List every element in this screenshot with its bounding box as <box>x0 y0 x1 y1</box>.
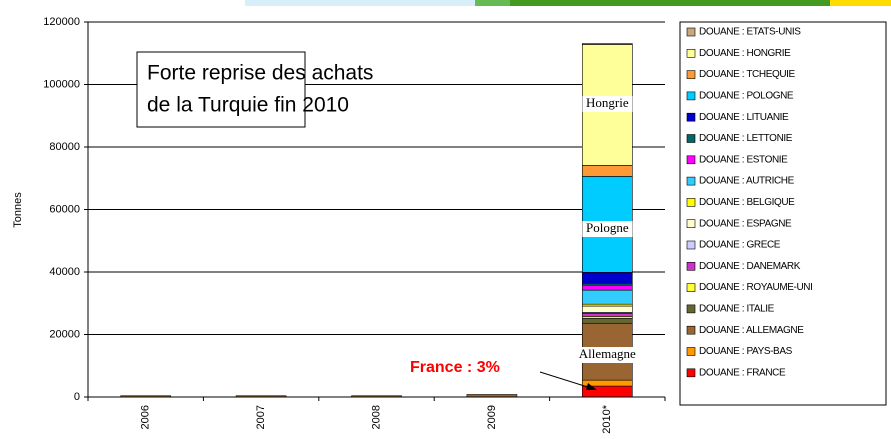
legend-label: DOUANE : TCHEQUIE <box>699 69 796 80</box>
legend-label: DOUANE : GRECE <box>699 240 781 251</box>
legend-label: DOUANE : ROYAUME-UNI <box>699 282 813 293</box>
annotation-box <box>136 51 306 128</box>
legend-label: DOUANE : PAYS-BAS <box>699 346 793 357</box>
legend-swatch <box>686 27 696 37</box>
x-tick-label: 2009 <box>486 405 498 429</box>
bar-segment <box>581 165 633 177</box>
legend-swatch <box>686 70 696 79</box>
legend-swatch <box>686 240 696 250</box>
annotation: de la Turquie fin 2010 <box>147 94 349 117</box>
legend-label: DOUANE : BELGIQUE <box>699 197 795 208</box>
legend-swatch <box>686 134 696 143</box>
annotation-arrow <box>539 371 595 390</box>
legend-swatch <box>686 261 696 271</box>
legend-swatch <box>686 48 696 58</box>
annotation-bg <box>582 221 633 237</box>
legend-swatch <box>686 198 696 207</box>
annotation: France : 3% <box>410 359 500 376</box>
y-tick-label: 0 <box>74 391 80 403</box>
bar-segment <box>581 305 633 313</box>
legend-label: DOUANE : FRANCE <box>699 367 786 378</box>
y-tick-label: 100000 <box>43 78 80 90</box>
header-strip <box>475 0 510 6</box>
legend-swatch <box>686 112 696 122</box>
bar-segment <box>581 317 633 324</box>
annotation-bg <box>582 96 633 112</box>
legend-swatch <box>686 283 696 292</box>
legend-label: DOUANE : ETATS-UNIS <box>699 27 801 38</box>
y-tick-label: 120000 <box>43 16 80 28</box>
legend-swatch <box>686 155 696 165</box>
legend-label: DOUANE : DANEMARK <box>699 261 801 272</box>
legend-label: DOUANE : AUTRICHE <box>699 176 795 187</box>
legend-label: DOUANE : LITUANIE <box>699 112 789 123</box>
bar-segment <box>581 289 633 305</box>
annotation: Pologne <box>586 220 629 235</box>
bar-segment <box>581 43 633 45</box>
header-strip <box>830 0 891 6</box>
legend-swatch <box>686 368 696 378</box>
legend-label: DOUANE : ESTONIE <box>699 154 788 165</box>
x-tick-label: 2010* <box>601 404 613 433</box>
header-strip <box>510 0 830 6</box>
legend-swatch <box>686 325 696 335</box>
bar-segment <box>581 284 633 291</box>
bar-segment <box>581 312 633 317</box>
legend-swatch <box>686 91 696 101</box>
bar-segment <box>581 272 633 284</box>
y-tick-label: 80000 <box>49 141 80 153</box>
x-tick-label: 2008 <box>370 405 382 429</box>
legend-label: DOUANE : ITALIE <box>699 304 775 315</box>
legend-label: DOUANE : POLOGNE <box>699 91 794 102</box>
annotation-bg <box>576 347 639 363</box>
legend-swatch <box>686 176 696 186</box>
header-strip <box>245 0 475 6</box>
legend-label: DOUANE : HONGRIE <box>699 48 791 59</box>
annotation-arrowhead <box>586 383 597 390</box>
legend-swatch <box>686 347 696 356</box>
annotation: Hongrie <box>586 95 629 110</box>
x-tick-label: 2006 <box>140 405 152 429</box>
y-tick-label: 40000 <box>49 266 80 278</box>
annotation: Forte reprise des achats <box>147 62 373 85</box>
y-tick-label: 60000 <box>49 203 80 215</box>
annotation: Allemagne <box>579 346 636 361</box>
y-axis-label: Tonnes <box>12 192 24 228</box>
legend-box <box>679 21 887 406</box>
legend-swatch <box>686 219 696 228</box>
legend-label: DOUANE : ALLEMAGNE <box>699 325 804 336</box>
x-tick-label: 2007 <box>255 405 267 429</box>
y-tick-label: 20000 <box>49 328 80 340</box>
legend-label: DOUANE : LETTONIE <box>699 133 793 144</box>
legend-label: DOUANE : ESPAGNE <box>699 218 792 229</box>
legend-swatch <box>686 304 696 314</box>
